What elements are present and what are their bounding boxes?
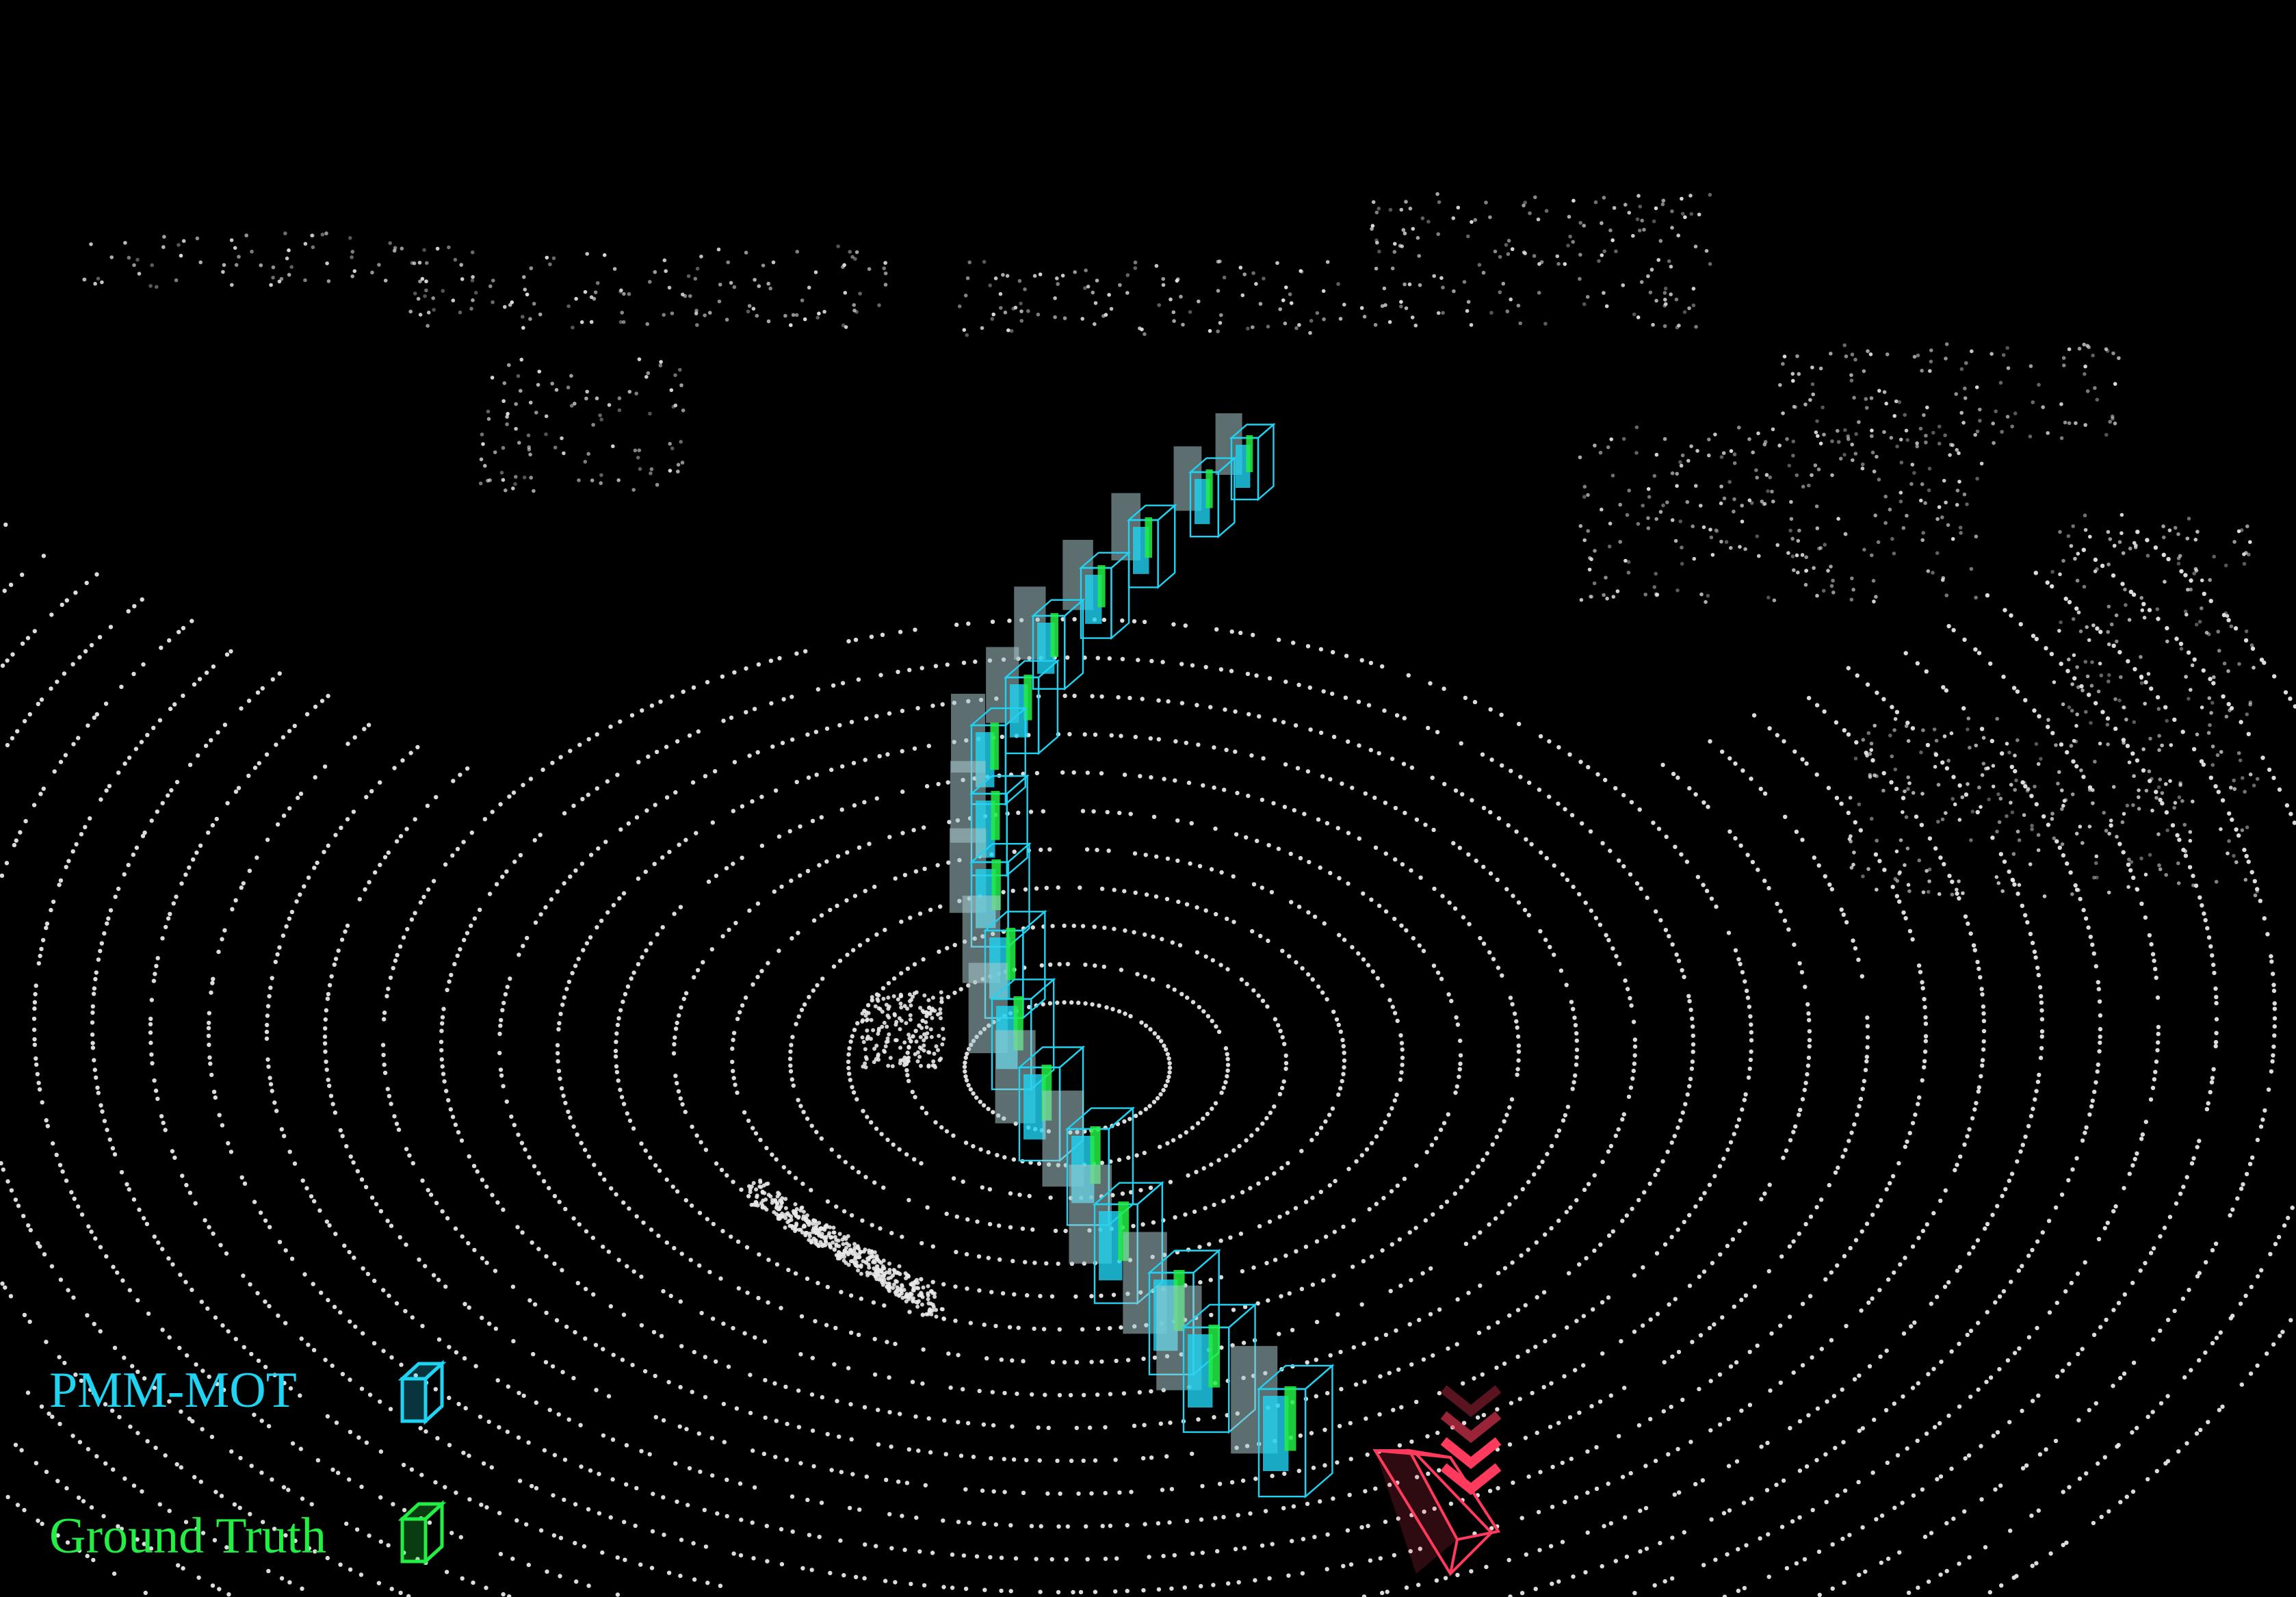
ego-vehicle [1372, 1385, 1502, 1576]
lidar-points [0, 192, 2296, 1597]
ego-vehicle-box [1372, 1449, 1501, 1576]
legend-label-ground-truth: Ground Truth [49, 1508, 327, 1564]
tracking-boxes [949, 413, 1335, 1498]
cyan-box-icon [398, 1360, 446, 1425]
double-chevron-down-icon [1440, 1385, 1502, 1495]
green-box-icon [398, 1500, 446, 1566]
legend-label-pmm-mot: PMM-MOT [49, 1362, 297, 1418]
